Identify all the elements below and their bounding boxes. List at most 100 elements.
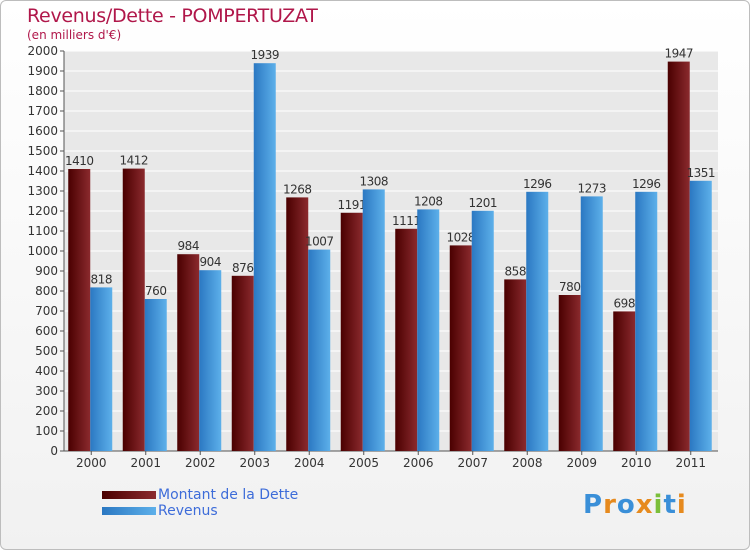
bar-revenus-2010	[635, 191, 658, 452]
legend-item-revenus: Revenus	[102, 503, 298, 519]
data-label-dette-2006: 1111	[392, 214, 421, 228]
legend-swatch-dette	[102, 491, 156, 499]
legend-label-revenus: Revenus	[158, 503, 218, 519]
logo-letter: P	[583, 490, 604, 520]
y-tick-label: 600	[35, 324, 58, 338]
x-tick-label: 2001	[130, 456, 161, 470]
legend: Montant de la Dette Revenus	[102, 487, 298, 519]
x-tick-label: 2007	[457, 456, 488, 470]
y-tick-label: 400	[35, 364, 58, 378]
data-label-revenus-2010: 1296	[632, 177, 661, 191]
y-tick-label: 1600	[27, 124, 58, 138]
x-tick-label: 2002	[185, 456, 216, 470]
data-label-revenus-2001: 760	[145, 284, 166, 298]
y-tick-label: 1200	[27, 204, 58, 218]
y-tick-label: 800	[35, 284, 58, 298]
bar-dette-2002	[177, 254, 200, 451]
y-tick-label: 200	[35, 404, 58, 418]
y-tick-label: 300	[35, 384, 58, 398]
legend-label-dette: Montant de la Dette	[158, 487, 299, 503]
legend-item-dette: Montant de la Dette	[102, 487, 298, 503]
y-tick-label: 500	[35, 344, 58, 358]
y-tick-label: 1300	[27, 184, 58, 198]
data-label-dette-2007: 1028	[446, 230, 475, 244]
data-label-revenus-2009: 1273	[577, 181, 606, 195]
bar-dette-2001	[122, 168, 145, 451]
x-tick-label: 2008	[512, 456, 543, 470]
chart-subtitle: (en milliers d'€)	[27, 28, 122, 42]
bar-revenus-2003	[253, 63, 276, 451]
y-tick-label: 700	[35, 304, 58, 318]
data-label-dette-2011: 1947	[664, 47, 693, 61]
data-label-dette-2004: 1268	[283, 182, 312, 196]
bar-revenus-2002	[199, 270, 222, 451]
data-label-dette-2002: 984	[178, 239, 199, 253]
data-label-dette-2003: 876	[232, 261, 253, 275]
data-label-dette-2005: 1191	[337, 198, 366, 212]
y-tick-label: 1000	[27, 244, 58, 258]
data-label-revenus-2007: 1201	[468, 196, 497, 210]
y-tick-label: 1100	[27, 224, 58, 238]
data-label-dette-2008: 858	[505, 264, 526, 278]
bar-dette-2004	[286, 197, 309, 451]
x-tick-label: 2000	[76, 456, 107, 470]
y-tick-label: 1500	[27, 144, 58, 158]
data-label-revenus-2005: 1308	[359, 174, 388, 188]
x-tick-label: 2004	[294, 456, 325, 470]
x-tick-label: 2009	[566, 456, 597, 470]
bar-dette-2010	[613, 311, 636, 451]
y-tick-label: 100	[35, 424, 58, 438]
data-label-dette-2009: 780	[559, 280, 580, 294]
data-label-revenus-2006: 1208	[414, 194, 443, 208]
logo-letter: i	[676, 490, 687, 520]
bar-revenus-2000	[90, 287, 113, 451]
data-label-revenus-2003: 1939	[250, 48, 279, 62]
x-tick-label: 2003	[239, 456, 270, 470]
logo-letter: i	[653, 490, 664, 520]
data-label-revenus-2004: 1007	[305, 235, 334, 249]
data-label-revenus-2008: 1296	[523, 177, 552, 191]
proxiti-logo: Proxiti	[583, 490, 687, 520]
bar-dette-2011	[667, 61, 690, 451]
x-tick-label: 2011	[675, 456, 706, 470]
bar-revenus-2008	[526, 191, 549, 452]
bar-revenus-2004	[308, 249, 331, 451]
bar-revenus-2005	[362, 189, 385, 451]
bar-revenus-2011	[689, 180, 712, 452]
y-tick-label: 0	[50, 444, 58, 458]
logo-letter: r	[603, 490, 617, 520]
x-tick-label: 2010	[621, 456, 652, 470]
bar-dette-2009	[558, 295, 581, 451]
bar-revenus-2007	[471, 210, 494, 451]
legend-swatch-revenus	[102, 507, 156, 515]
data-label-dette-2001: 1412	[119, 154, 148, 168]
data-label-revenus-2000: 818	[91, 272, 112, 286]
data-label-revenus-2011: 1351	[686, 166, 715, 180]
logo-letter: o	[616, 490, 636, 520]
data-label-dette-2000: 1410	[65, 154, 94, 168]
x-tick-label: 2005	[348, 456, 379, 470]
logo-letter: x	[635, 490, 654, 520]
y-tick-label: 1900	[27, 64, 58, 78]
logo-letter: t	[663, 490, 677, 520]
bar-dette-2005	[340, 212, 363, 451]
y-tick-label: 1400	[27, 164, 58, 178]
bar-revenus-2006	[417, 209, 440, 451]
bar-dette-2006	[395, 228, 418, 451]
chart-title: Revenus/Dette - POMPERTUZAT	[27, 5, 318, 27]
bar-dette-2003	[231, 275, 254, 451]
data-label-dette-2010: 698	[614, 296, 635, 310]
bar-dette-2000	[68, 169, 91, 451]
y-tick-label: 1700	[27, 104, 58, 118]
bar-dette-2008	[504, 279, 527, 451]
y-tick-label: 900	[35, 264, 58, 278]
y-tick-label: 2000	[27, 44, 58, 58]
bar-dette-2007	[449, 245, 472, 451]
bar-revenus-2009	[580, 196, 603, 451]
x-tick-label: 2006	[403, 456, 434, 470]
bar-revenus-2001	[144, 299, 167, 451]
data-label-revenus-2002: 904	[200, 255, 221, 269]
y-tick-label: 1800	[27, 84, 58, 98]
